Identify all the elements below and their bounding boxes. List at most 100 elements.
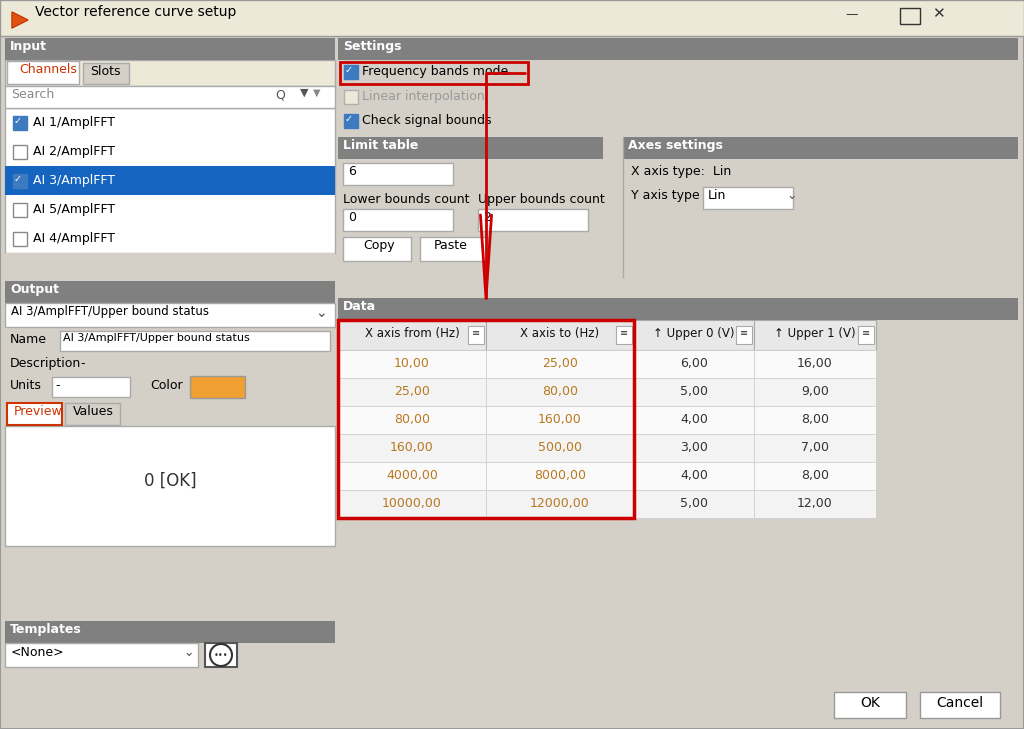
Text: 0: 0 (348, 211, 356, 224)
Text: AI 3/AmplFFT/Upper bound status: AI 3/AmplFFT/Upper bound status (63, 333, 250, 343)
Text: Channels: Channels (19, 63, 77, 76)
Text: AI 5/AmplFFT: AI 5/AmplFFT (33, 203, 115, 216)
Bar (486, 434, 634, 462)
Text: Color: Color (150, 379, 182, 392)
Bar (634, 462, 754, 490)
Bar (478, 209, 588, 231)
Text: -: - (55, 379, 59, 392)
Text: 2: 2 (483, 211, 490, 224)
Text: AI 1/AmplFFT: AI 1/AmplFFT (33, 116, 115, 129)
Text: 4,00: 4,00 (680, 469, 708, 482)
Text: 5,00: 5,00 (680, 385, 708, 398)
Text: Check signal bounds: Check signal bounds (362, 114, 492, 127)
Text: ✓: ✓ (345, 65, 353, 75)
Bar (754, 350, 876, 378)
Bar (338, 320, 634, 518)
Text: <None>: <None> (11, 646, 65, 659)
Bar (5, 643, 198, 667)
Bar (634, 350, 754, 378)
Bar (344, 90, 358, 104)
Text: Axes settings: Axes settings (628, 139, 723, 152)
Bar (338, 462, 486, 490)
Text: Input: Input (10, 40, 47, 53)
Bar (344, 114, 358, 128)
Bar (754, 490, 876, 518)
Text: X axis to (Hz): X axis to (Hz) (520, 327, 600, 340)
Bar (52, 377, 130, 397)
Text: Settings: Settings (343, 40, 401, 53)
Polygon shape (12, 12, 28, 28)
Bar (205, 643, 237, 667)
Text: Lower bounds count: Lower bounds count (343, 193, 469, 206)
Text: ⌄: ⌄ (315, 306, 327, 320)
Bar (13, 145, 27, 159)
Text: 6: 6 (348, 165, 356, 178)
Text: Name: Name (10, 333, 47, 346)
Text: ≡: ≡ (620, 328, 628, 338)
Text: Cancel: Cancel (936, 696, 984, 710)
Bar (634, 490, 754, 518)
Bar (754, 462, 876, 490)
Text: 12,00: 12,00 (797, 497, 833, 510)
Bar (343, 209, 453, 231)
Bar (486, 406, 634, 434)
Bar (754, 406, 876, 434)
Text: Preview: Preview (14, 405, 62, 418)
Bar (5, 253, 335, 281)
Text: ≡: ≡ (740, 328, 749, 338)
Text: 160,00: 160,00 (539, 413, 582, 426)
Bar (13, 203, 27, 217)
Text: ▼: ▼ (313, 88, 321, 98)
Text: ⌄: ⌄ (786, 189, 797, 202)
Text: Units: Units (10, 379, 42, 392)
Bar (338, 320, 486, 350)
Text: X axis type:  Lin: X axis type: Lin (631, 165, 731, 178)
Text: AI 4/AmplFFT: AI 4/AmplFFT (33, 232, 115, 245)
Text: Paste: Paste (434, 239, 468, 252)
Bar (338, 298, 1018, 320)
Bar (634, 378, 754, 406)
Bar (13, 232, 27, 246)
Bar (5, 281, 335, 303)
Text: 7,00: 7,00 (801, 441, 829, 454)
Text: 8000,00: 8000,00 (534, 469, 586, 482)
Bar (623, 137, 1018, 159)
Bar (190, 376, 245, 398)
Text: 25,00: 25,00 (394, 385, 430, 398)
Bar (340, 62, 528, 84)
Bar (5, 60, 335, 86)
Bar (754, 378, 876, 406)
Bar (5, 108, 335, 253)
Text: Search: Search (11, 88, 54, 101)
Bar (486, 490, 634, 518)
Text: ↑ Upper 1 (V): ↑ Upper 1 (V) (774, 327, 856, 340)
Text: —: — (845, 8, 857, 21)
Text: 9,00: 9,00 (801, 385, 829, 398)
Text: Slots: Slots (90, 65, 121, 78)
Text: AI 2/AmplFFT: AI 2/AmplFFT (33, 145, 115, 158)
Text: 10,00: 10,00 (394, 357, 430, 370)
Bar (344, 65, 358, 79)
Text: 12000,00: 12000,00 (530, 497, 590, 510)
Bar (338, 350, 486, 378)
Bar (486, 378, 634, 406)
Bar (834, 692, 906, 718)
Text: AI 3/AmplFFT: AI 3/AmplFFT (33, 174, 115, 187)
Bar (338, 434, 486, 462)
Bar (486, 350, 634, 378)
Bar (83, 63, 129, 84)
Text: Frequency bands mode: Frequency bands mode (362, 65, 508, 78)
Bar (634, 406, 754, 434)
Text: •••: ••• (214, 650, 228, 660)
Text: Output: Output (10, 283, 59, 296)
Text: Data: Data (343, 300, 376, 313)
Bar (65, 403, 120, 425)
Bar (754, 434, 876, 462)
Text: 5,00: 5,00 (680, 497, 708, 510)
Text: Q: Q (275, 88, 285, 101)
Text: 160,00: 160,00 (390, 441, 434, 454)
Bar (338, 406, 486, 434)
Bar (486, 462, 634, 490)
Text: -: - (80, 357, 85, 370)
Bar (338, 137, 603, 159)
